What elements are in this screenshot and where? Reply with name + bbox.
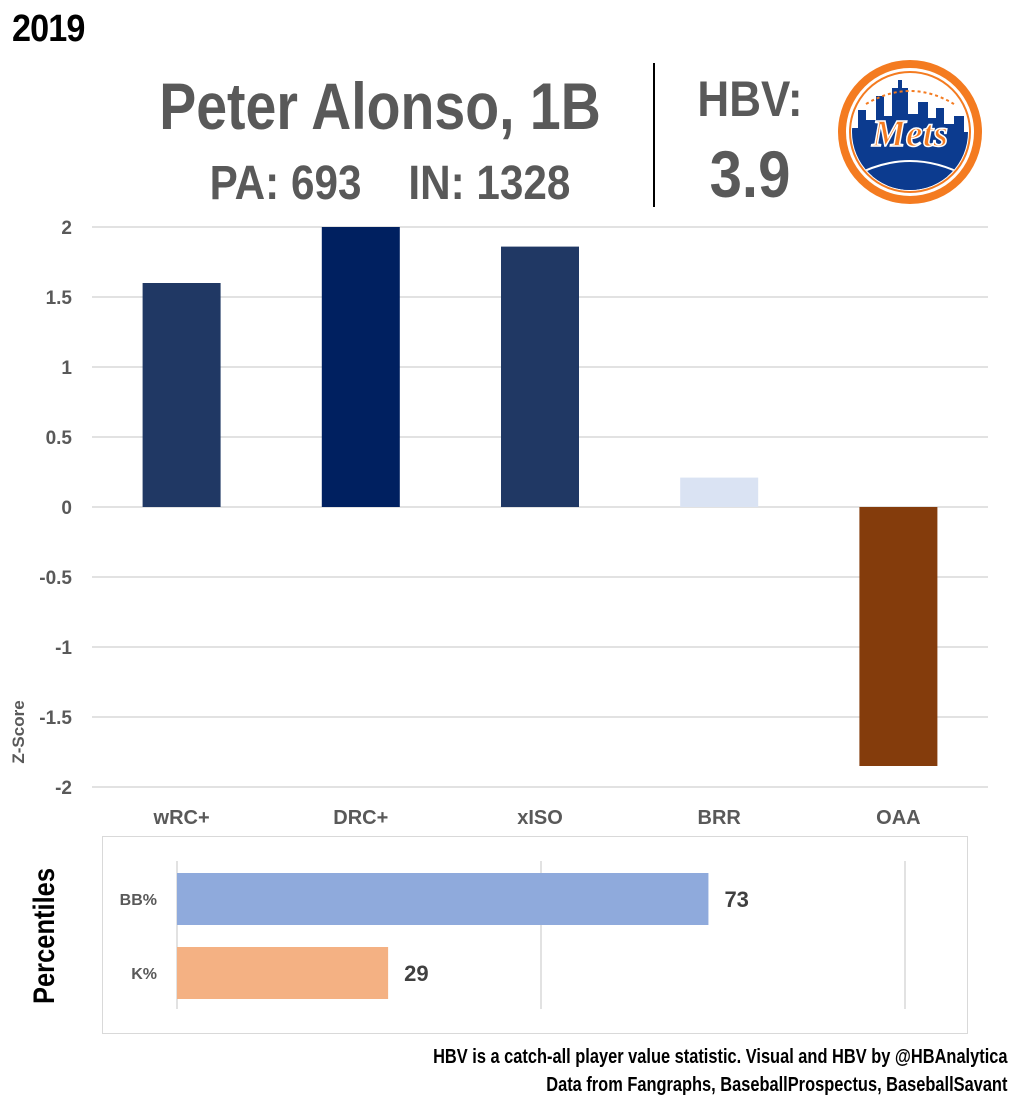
y-tick-label: -1.5 bbox=[39, 708, 72, 729]
y-tick-label: 2 bbox=[61, 218, 72, 239]
y-tick-label: 1.5 bbox=[46, 288, 73, 309]
data-label: 73 bbox=[724, 887, 748, 912]
y-tick-label: 1 bbox=[61, 358, 72, 379]
x-tick-label: DRC+ bbox=[333, 807, 388, 829]
x-tick-label: OAA bbox=[876, 807, 920, 829]
player-name: Peter Alonso, 1B bbox=[159, 69, 601, 143]
percentiles-axis-label-wrap: Percentiles bbox=[27, 868, 60, 1004]
main-x-ticks: wRC+ DRC+ xISO BRR OAA bbox=[153, 807, 921, 829]
bar-bb bbox=[177, 873, 709, 925]
x-tick-label: BRR bbox=[698, 807, 742, 829]
percentiles-labels: BB% 73 K% 29 bbox=[120, 887, 749, 986]
x-tick-label: wRC+ bbox=[153, 807, 210, 829]
category-label: BB% bbox=[120, 892, 157, 909]
y-tick-label: 0 bbox=[61, 498, 72, 519]
header-divider bbox=[653, 63, 655, 207]
percentiles-bars bbox=[177, 873, 709, 999]
y-tick-label: -0.5 bbox=[39, 568, 72, 589]
main-bar-chart: 2 1.5 1 0.5 0 -0.5 -1 -1.5 -2 wRC+ DRC+ xISO BRR OAA… bbox=[9, 218, 988, 829]
y-axis-label: Z-Score bbox=[9, 700, 28, 763]
hbv-value: 3.9 bbox=[709, 137, 791, 211]
hbv-label: HBV: bbox=[697, 71, 803, 127]
bar-wrc bbox=[142, 283, 221, 507]
y-tick-label: 0.5 bbox=[46, 428, 73, 449]
y-tick-label: -1 bbox=[55, 638, 72, 659]
bar-drc bbox=[321, 227, 400, 507]
bar-k bbox=[177, 947, 389, 999]
bar-oaa bbox=[859, 507, 938, 766]
category-label: K% bbox=[131, 966, 157, 983]
y-tick-label: -2 bbox=[55, 778, 72, 799]
logo-text: Mets bbox=[871, 113, 948, 155]
year-label: 2019 bbox=[12, 8, 85, 50]
pa-in-stats: PA: 693 IN: 1328 bbox=[209, 157, 571, 210]
main-bars bbox=[142, 227, 938, 766]
mets-logo: Mets bbox=[838, 60, 982, 204]
x-tick-label: xISO bbox=[517, 807, 563, 829]
data-label: 29 bbox=[404, 961, 428, 986]
footer-line-2: Data from Fangraphs, BaseballProspectus,… bbox=[545, 1074, 1007, 1096]
main-y-ticks: 2 1.5 1 0.5 0 -0.5 -1 -1.5 -2 bbox=[39, 218, 72, 799]
footer-line-1: HBV is a catch-all player value statisti… bbox=[432, 1046, 1007, 1068]
percentiles-axis-label: Percentiles bbox=[27, 868, 60, 1004]
bar-brr bbox=[680, 477, 759, 507]
percentiles-chart: BB% 73 K% 29 bbox=[102, 836, 968, 1034]
bar-xiso bbox=[501, 246, 579, 507]
